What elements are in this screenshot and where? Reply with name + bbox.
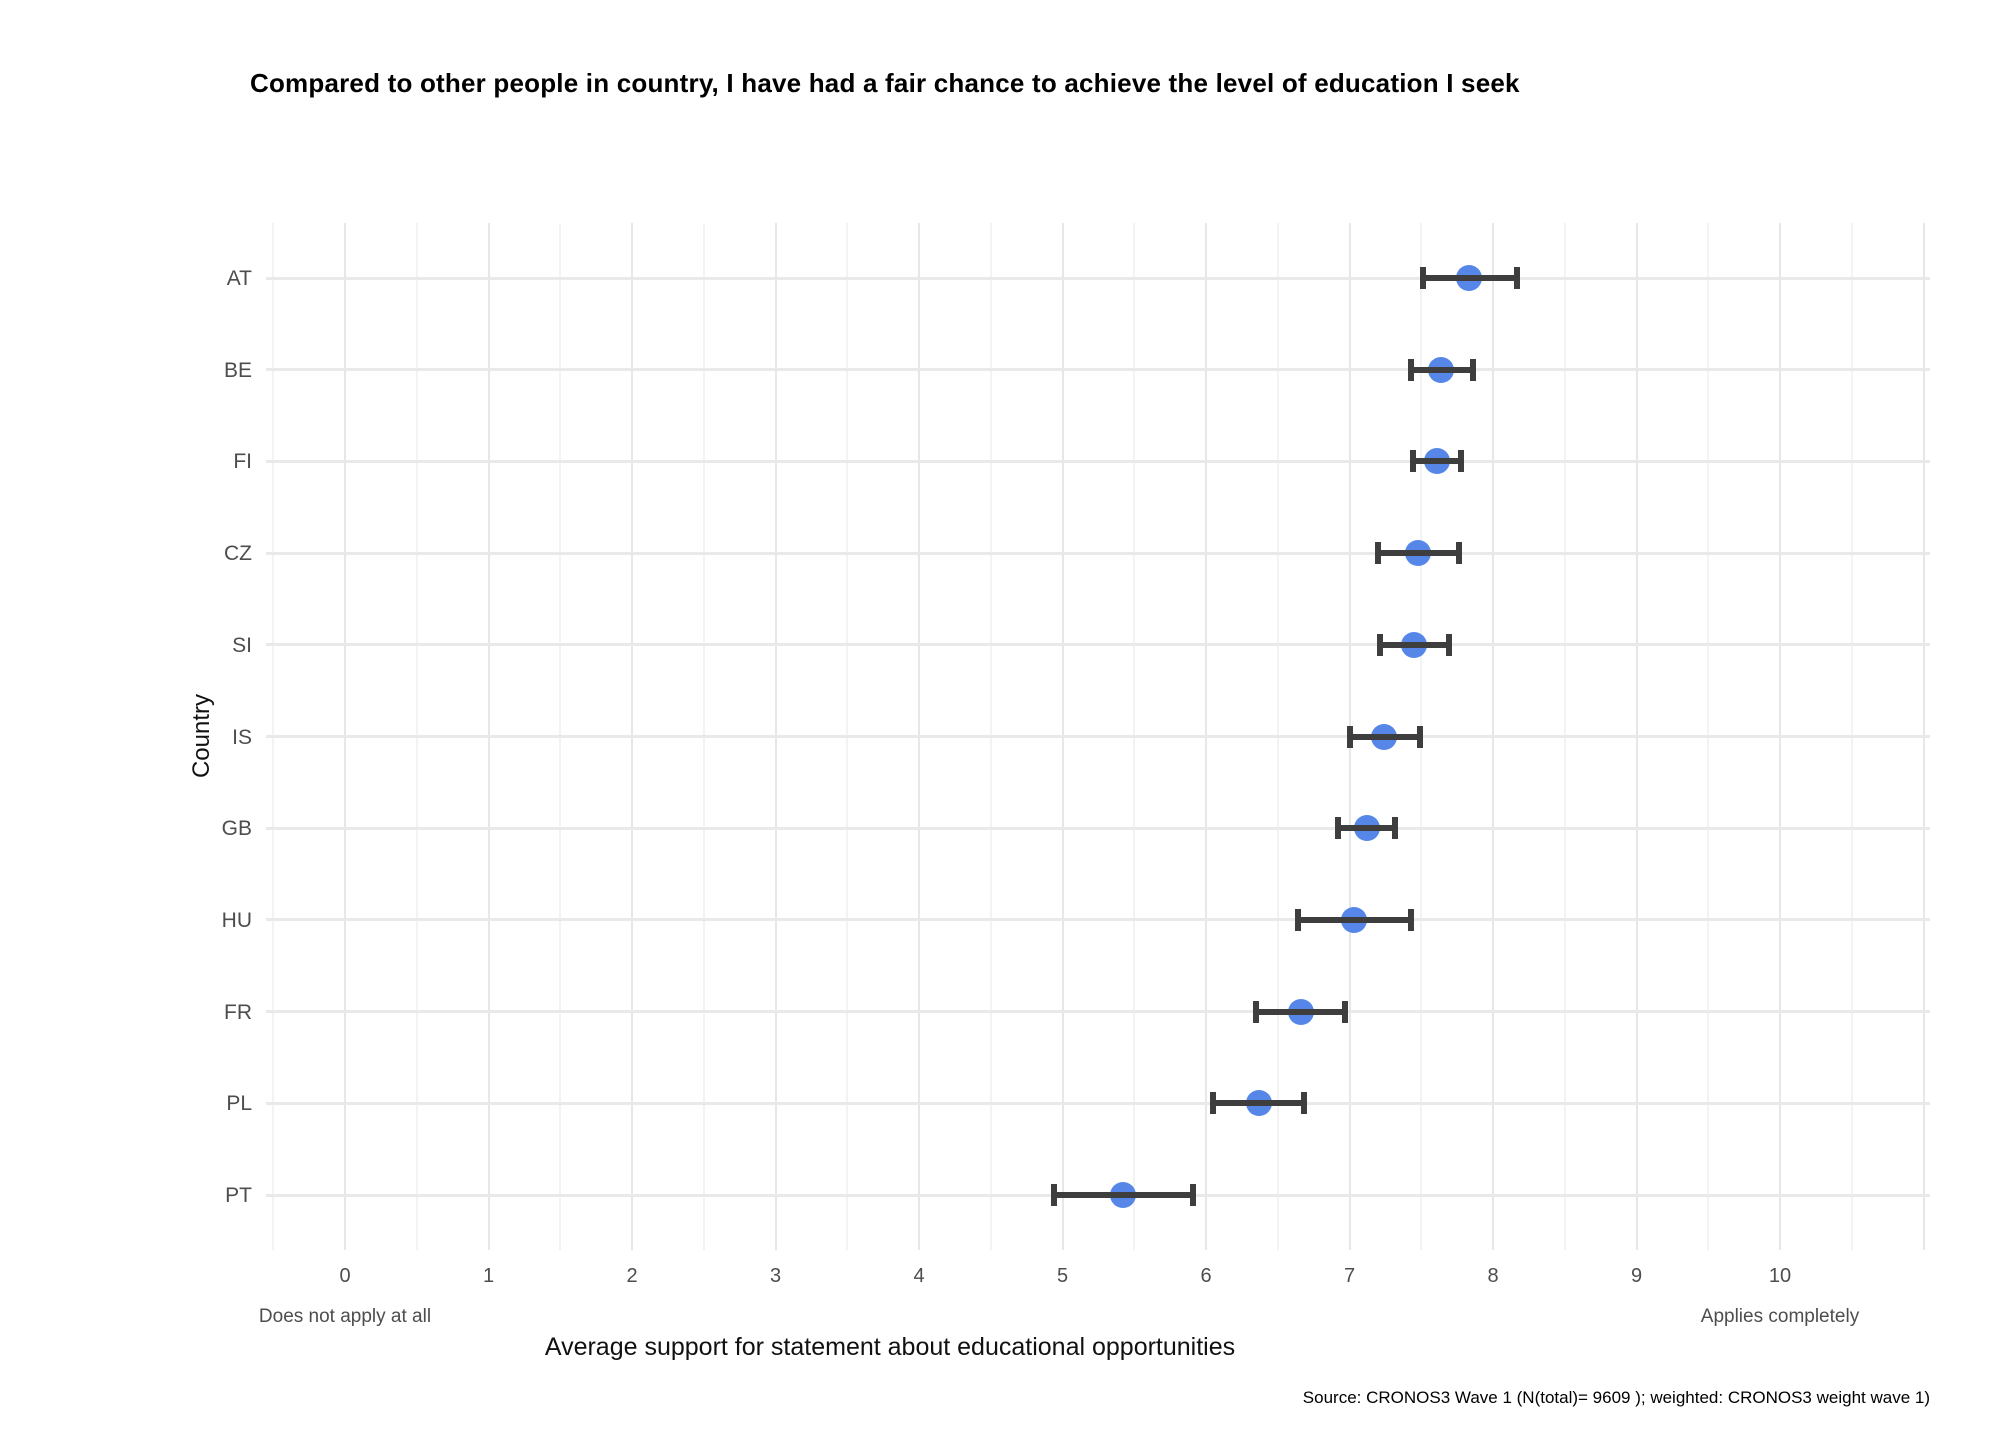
y-tick-label-PL: PL	[226, 1092, 252, 1116]
errorbar-cap-high-FR	[1342, 1000, 1349, 1023]
x-tick-label-6: 6	[1200, 1265, 1212, 1287]
y-tick-label-FI: FI	[233, 450, 252, 474]
errorbar-cap-low-IS	[1346, 725, 1353, 748]
errorbar-GB	[1338, 825, 1396, 832]
x-tick-label-4: 4	[913, 1265, 925, 1287]
errorbar-cap-high-PT	[1190, 1184, 1197, 1206]
errorbar-cap-high-BE	[1469, 358, 1476, 381]
gridline-y-major	[266, 551, 1930, 555]
errorbar-PT	[1053, 1192, 1194, 1198]
errorbar-CZ	[1378, 550, 1459, 557]
errorbar-cap-low-FI	[1409, 450, 1416, 473]
x-tick-label-5: 5	[1056, 1265, 1069, 1287]
x-tick-label-0: 0	[339, 1265, 351, 1287]
y-tick-label-FR: FR	[224, 1000, 252, 1024]
errorbar-cap-low-HU	[1294, 908, 1301, 931]
x-tick-label-7: 7	[1343, 1265, 1356, 1287]
gridline-y-major	[266, 368, 1930, 372]
errorbar-cap-high-HU	[1408, 908, 1415, 931]
y-tick-label-AT: AT	[226, 267, 252, 290]
gridline-y-major	[266, 1010, 1930, 1014]
errorbar-cap-low-PL	[1210, 1092, 1217, 1115]
y-tick-label-HU: HU	[221, 908, 252, 932]
errorbar-PL	[1213, 1100, 1304, 1107]
gridline-y-major	[266, 735, 1930, 738]
errorbar-cap-high-GB	[1392, 817, 1399, 840]
x-tick-label-2: 2	[626, 1265, 638, 1287]
x-axis-max-annotation: Applies completely	[1700, 1306, 1860, 1327]
errorbar-cap-high-PL	[1300, 1092, 1307, 1115]
x-tick-label-3: 3	[769, 1265, 782, 1287]
plot-panel	[266, 223, 1930, 1250]
gridline-y-major	[266, 826, 1930, 830]
gridline-y-major	[266, 918, 1930, 922]
x-tick-label-8: 8	[1487, 1265, 1499, 1287]
errorbar-cap-low-BE	[1408, 358, 1415, 381]
y-tick-label-GB: GB	[221, 817, 252, 841]
x-axis-min-annotation: Does not apply at all	[258, 1306, 432, 1327]
errorbar-IS	[1349, 733, 1420, 740]
gridline-y-major	[266, 643, 1930, 647]
errorbar-cap-high-IS	[1416, 725, 1423, 748]
errorbar-BE	[1411, 366, 1473, 373]
y-tick-label-IS: IS	[232, 725, 252, 749]
errorbar-FI	[1412, 458, 1462, 465]
errorbar-cap-high-FI	[1458, 450, 1465, 473]
errorbar-cap-high-CZ	[1455, 542, 1462, 565]
gridline-y-major	[266, 1101, 1930, 1105]
x-tick-label-1: 1	[482, 1265, 495, 1287]
gridline-y-major	[266, 276, 1930, 280]
errorbar-cap-low-SI	[1376, 633, 1383, 656]
y-tick-label-SI: SI	[232, 633, 252, 657]
y-tick-label-CZ: CZ	[224, 542, 252, 566]
errorbar-cap-low-PT	[1050, 1184, 1057, 1206]
errorbar-FR	[1256, 1008, 1346, 1015]
gridline-y-major	[266, 459, 1930, 463]
errorbar-cap-low-GB	[1335, 817, 1342, 840]
y-tick-label-BE: BE	[223, 358, 252, 382]
errorbar-HU	[1297, 916, 1412, 923]
y-tick-label-PT: PT	[225, 1184, 252, 1207]
errorbar-cap-low-CZ	[1375, 542, 1382, 565]
errorbar-cap-high-SI	[1445, 633, 1452, 656]
errorbar-cap-low-AT	[1419, 267, 1426, 289]
errorbar-cap-low-FR	[1253, 1000, 1260, 1023]
x-tick-label-9: 9	[1630, 1265, 1643, 1287]
chart-title: Compared to other people in country, I h…	[250, 68, 1520, 98]
x-tick-label-10: 10	[1768, 1265, 1792, 1287]
errorbar-AT	[1422, 275, 1518, 281]
source-note: Source: CRONOS3 Wave 1 (N(total)= 9609 )…	[1302, 1388, 1930, 1407]
errorbar-SI	[1379, 641, 1449, 648]
x-axis-title: Average support for statement about educ…	[544, 1333, 1236, 1361]
errorbar-cap-high-AT	[1514, 267, 1521, 289]
